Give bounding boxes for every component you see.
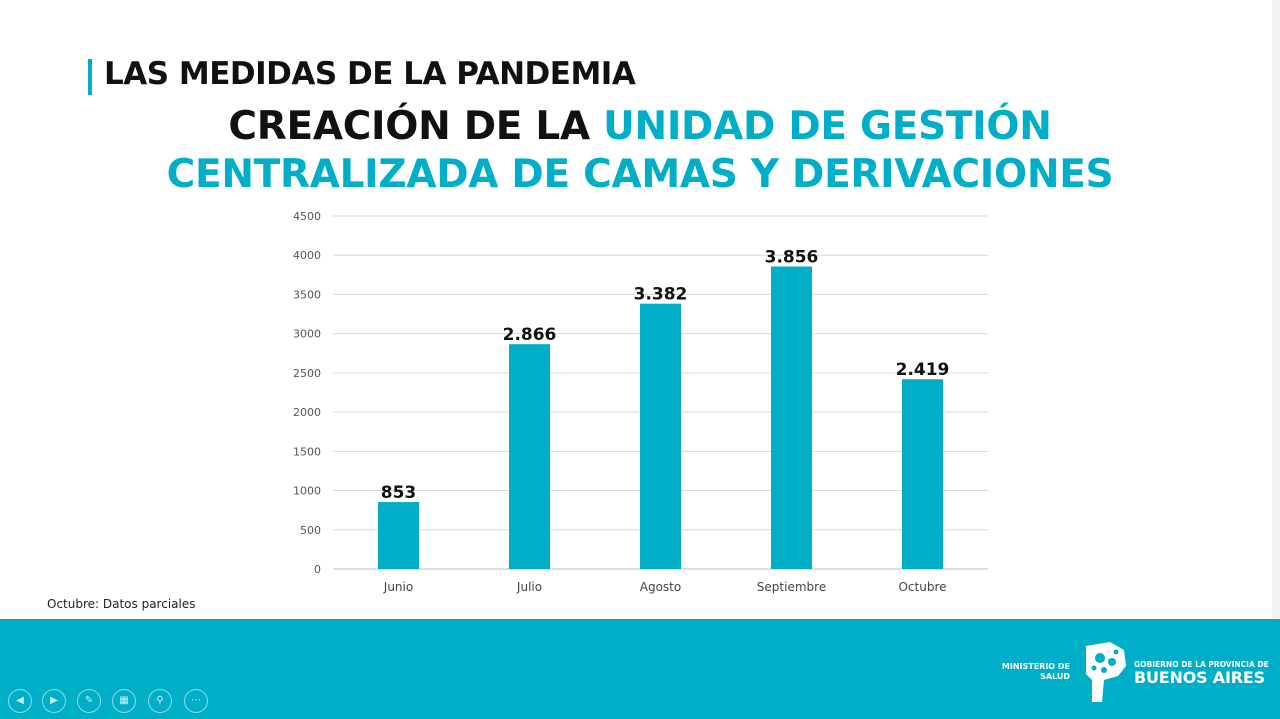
slide-title: CREACIÓN DE LA UNIDAD DE GESTIÓN CENTRAL…	[0, 103, 1280, 199]
data-label: 3.856	[765, 248, 819, 268]
footer-band	[0, 619, 1280, 719]
government-logo-text: GOBIERNO DE LA PROVINCIA DE BUENOS AIRES	[1134, 660, 1269, 687]
bar	[640, 303, 681, 569]
chart-footnote: Octubre: Datos parciales	[47, 597, 196, 611]
previous-icon[interactable]: ◀	[8, 689, 32, 713]
zoom-icon[interactable]: ⚲	[148, 689, 172, 713]
data-label: 3.382	[634, 285, 688, 305]
x-tick-label: Agosto	[640, 580, 681, 594]
more-icon[interactable]: ⋯	[184, 689, 208, 713]
next-icon[interactable]: ▶	[42, 689, 66, 713]
y-tick-label: 3500	[293, 288, 321, 301]
y-tick-label: 2000	[293, 406, 321, 419]
bar	[509, 344, 550, 569]
data-label: 853	[381, 483, 417, 503]
y-tick-label: 1500	[293, 445, 321, 458]
title-accent-part-2: CENTRALIZADA DE CAMAS Y DERIVACIONES	[166, 152, 1114, 197]
province-emblem-icon	[1086, 642, 1126, 702]
y-tick-label: 500	[300, 524, 321, 537]
ministry-line-2: SALUD	[1040, 672, 1070, 681]
bar	[378, 502, 419, 569]
slides-icon[interactable]: ▦	[112, 689, 136, 713]
slide-edge	[1272, 0, 1280, 719]
bar-chart: 0 500 1000 1500 2000 2500 3000 3500 4000 4500 Juni…	[293, 210, 988, 594]
gov-line-1: GOBIERNO DE LA PROVINCIA DE	[1134, 660, 1269, 669]
x-tick-label: Octubre	[898, 580, 946, 594]
data-label: 2.866	[503, 325, 557, 345]
ministry-label: MINISTERIO DE SALUD	[988, 662, 1070, 682]
y-tick-label: 0	[314, 563, 321, 576]
title-accent-part-1: UNIDAD DE GESTIÓN	[603, 104, 1052, 149]
y-tick-label: 4000	[293, 249, 321, 262]
y-tick-label: 3000	[293, 328, 321, 341]
bar	[771, 266, 812, 569]
bar	[902, 379, 943, 569]
ministry-line-1: MINISTERIO DE	[1001, 662, 1070, 671]
kicker-accent-bar	[88, 59, 92, 95]
y-tick-label: 2500	[293, 367, 321, 380]
slide-kicker: LAS MEDIDAS DE LA PANDEMIA	[104, 56, 636, 92]
x-tick-label: Junio	[383, 580, 413, 594]
y-tick-label: 4500	[293, 210, 321, 223]
pen-icon[interactable]: ✎	[77, 689, 101, 713]
data-label: 2.419	[896, 360, 950, 380]
y-tick-label: 1000	[293, 485, 321, 498]
x-tick-label: Septiembre	[757, 580, 826, 594]
title-dark-part: CREACIÓN DE LA	[228, 104, 604, 149]
gov-line-2: BUENOS AIRES	[1134, 668, 1265, 687]
x-tick-label: Julio	[516, 580, 542, 594]
